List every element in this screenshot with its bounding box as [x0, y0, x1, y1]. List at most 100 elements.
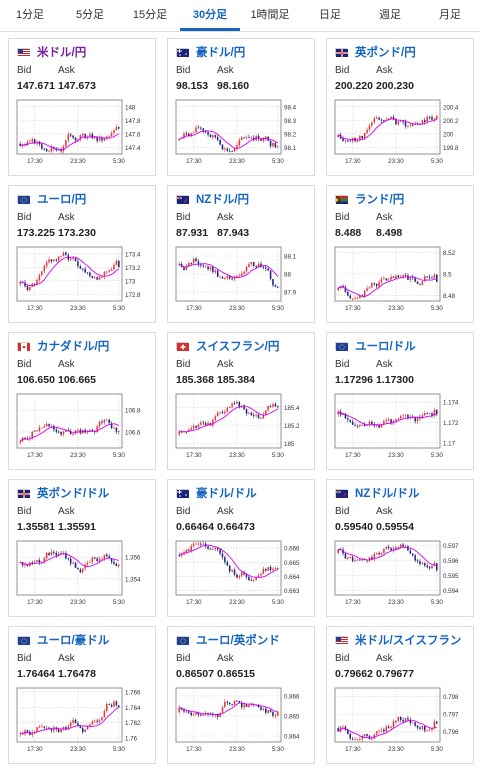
candle-body: [428, 567, 431, 569]
candlestick-chart[interactable]: 106.6 106.8 17:30 23:30 5:30: [9, 390, 157, 462]
candle-body: [366, 129, 368, 133]
currency-card[interactable]: 豪ドル/ドル Bid Ask 0.66464 0.66473 0.663 0.664 0.66…: [167, 479, 315, 617]
candlestick-chart[interactable]: 1.354 1.356 17:30 23:30 5:30: [9, 537, 157, 609]
x-tick-label: 17:30: [186, 746, 202, 753]
candlestick-chart[interactable]: 87.9 88 88.1 17:30 23:30 5:30: [168, 243, 316, 315]
pair-title[interactable]: ランド/円: [355, 194, 405, 206]
currency-card[interactable]: 米ドル/スイスフラン Bid Ask 0.79662 0.79677 0.796 0.797…: [326, 626, 474, 764]
pair-title[interactable]: 豪ドル/ドル: [196, 488, 257, 500]
y-tick-label: 0.797: [443, 712, 459, 719]
candle-body: [62, 726, 65, 729]
candle-body: [272, 404, 274, 407]
y-tick-label: 0.597: [443, 543, 459, 550]
candlestick-chart[interactable]: 1.76 1.762 1.764 1.766 17:30 23:30 5:30: [9, 684, 157, 756]
candle-body: [118, 564, 120, 567]
tab-3[interactable]: 30分足: [180, 0, 240, 31]
candle-body: [62, 431, 65, 435]
candle-body: [195, 712, 197, 715]
candlestick-chart[interactable]: 0.594 0.595 0.596 0.597 17:30 23:30 5:30: [327, 537, 475, 609]
currency-card[interactable]: NZドル/ドル Bid Ask 0.59540 0.59554 0.594 0.595 0.5…: [326, 479, 474, 617]
currency-card[interactable]: ユーロ/豪ドル Bid Ask 1.76464 1.76478 1.76 1.762 1.76…: [8, 626, 156, 764]
pair-title[interactable]: NZドル/ドル: [355, 488, 420, 500]
tab-0[interactable]: 1分足: [15, 9, 45, 21]
candle-body: [371, 421, 373, 425]
candle-body: [106, 419, 108, 421]
currency-card[interactable]: NZドル/円 Bid Ask 87.931 87.943 87.9 88 88.1 17:30 2…: [167, 185, 315, 323]
candlestick-chart[interactable]: 98.1 98.2 98.3 98.4 17:30 23:30 5:30: [168, 96, 316, 168]
tab-7[interactable]: 月足: [439, 9, 461, 21]
candle-body: [390, 726, 392, 728]
currency-card[interactable]: 英ポンド/円 Bid Ask 200.220 200.230 199.8 200 200.2 2…: [326, 38, 474, 176]
candle-body: [57, 729, 60, 733]
pair-title[interactable]: ユーロ/ドル: [355, 341, 416, 353]
pair-title[interactable]: ユーロ/円: [37, 194, 87, 206]
candlestick-chart[interactable]: 147.4 147.6 147.8 148 17:30 23:30 5:30: [9, 96, 157, 168]
candlestick-chart[interactable]: 8.48 8.5 8.52 17:30 23:30 5:30: [327, 243, 475, 315]
candle-body: [202, 422, 205, 424]
candlestick-chart[interactable]: 0.864 0.865 0.866 17:30 23:30 5:30: [168, 684, 316, 756]
chart-frame: [175, 393, 282, 449]
x-tick-label: 17:30: [345, 746, 361, 753]
candlestick-chart[interactable]: 1.17 1.172 1.174 17:30 23:30 5:30: [327, 390, 475, 462]
candle-body: [188, 711, 190, 713]
pair-title[interactable]: ユーロ/豪ドル: [37, 635, 110, 647]
pair-title[interactable]: スイスフラン/円: [196, 341, 280, 353]
tab-5[interactable]: 日足: [319, 9, 341, 21]
pair-title[interactable]: カナダドル/円: [37, 341, 110, 353]
pair-title[interactable]: ユーロ/英ポンド: [196, 635, 280, 647]
tab-6[interactable]: 週足: [379, 9, 401, 21]
candlestick-chart[interactable]: 199.8 200 200.2 200.4 17:30 23:30 5:30: [327, 96, 475, 168]
candle-body: [424, 120, 426, 122]
candle-body: [356, 739, 359, 741]
candle-body: [255, 265, 257, 268]
candle-body: [202, 543, 205, 545]
pair-title[interactable]: 英ポンド/円: [355, 47, 416, 59]
candle-body: [419, 561, 421, 565]
eu-flag-icon: [335, 342, 348, 351]
currency-card[interactable]: ランド/円 Bid Ask 8.488 8.498 8.48 8.5 8.52 17:30 23:…: [326, 185, 474, 323]
currency-card[interactable]: ユーロ/円 Bid Ask 173.225 173.230 172.8 173 173.2 17…: [8, 185, 156, 323]
currency-card[interactable]: スイスフラン/円 Bid Ask 185.368 185.384 185 185.2 185.…: [167, 332, 315, 470]
candlestick-chart[interactable]: 0.796 0.797 0.798 17:30 23:30 5:30: [327, 684, 475, 756]
moving-average-line: [20, 706, 120, 735]
candle-body: [69, 722, 72, 727]
y-tick-label: 87.9: [284, 290, 297, 297]
currency-card[interactable]: 豪ドル/円 Bid Ask 98.153 98.160 98.1 98.2 98.3 98.4 1…: [167, 38, 315, 176]
tab-2[interactable]: 15分足: [132, 9, 168, 21]
candle-body: [238, 401, 241, 408]
candle-body: [195, 258, 197, 262]
ca-flag-icon: [17, 342, 30, 351]
currency-card[interactable]: ユーロ/ドル Bid Ask 1.17296 1.17300 1.17 1.172 1.174…: [326, 332, 474, 470]
pair-title[interactable]: 米ドル/スイスフラン: [355, 635, 462, 647]
pair-title[interactable]: 豪ドル/円: [196, 47, 246, 59]
pair-title[interactable]: NZドル/円: [196, 194, 250, 206]
pair-title[interactable]: 英ポンド/ドル: [37, 488, 110, 500]
x-tick-label: 5:30: [272, 305, 285, 312]
chart-frame: [16, 540, 123, 596]
candlestick-chart[interactable]: 172.8 173 173.2 173.4 17:30 23:30 5:30: [9, 243, 157, 315]
card-header: ランド/円: [335, 192, 404, 206]
candle-body: [108, 270, 110, 272]
candle-body: [192, 714, 195, 716]
candle-body: [89, 562, 91, 563]
currency-card[interactable]: カナダドル/円 Bid Ask 106.650 106.665 106.6 106.8 17:…: [8, 332, 156, 470]
tab-1[interactable]: 5分足: [75, 9, 105, 21]
candle-body: [224, 148, 226, 150]
candle-body: [371, 557, 373, 559]
candlestick-chart[interactable]: 0.663 0.664 0.665 0.666 17:30 23:30 5:30: [168, 537, 316, 609]
currency-card[interactable]: ユーロ/英ポンド Bid Ask 0.86507 0.86515 0.864 0.865 0.…: [167, 626, 315, 764]
candle-body: [267, 567, 269, 571]
candle-body: [277, 567, 279, 569]
candle-body: [349, 557, 351, 558]
ch-flag-icon: [176, 342, 189, 351]
currency-card[interactable]: 英ポンド/ドル Bid Ask 1.35581 1.35591 1.354 1.356 17:…: [8, 479, 156, 617]
tab-4[interactable]: 1時間足: [250, 9, 290, 21]
ask-value: 1.17300: [376, 374, 414, 386]
candle-body: [359, 739, 361, 741]
candle-body: [380, 119, 383, 121]
ask-value: 173.230: [58, 227, 96, 239]
pair-title[interactable]: 米ドル/円: [37, 47, 87, 59]
candle-body: [349, 295, 351, 299]
currency-card[interactable]: 米ドル/円 Bid Ask 147.671 147.673 147.4 147.6 147.8…: [8, 38, 156, 176]
candlestick-chart[interactable]: 185 185.2 185.4 17:30 23:30 5:30: [168, 390, 316, 462]
